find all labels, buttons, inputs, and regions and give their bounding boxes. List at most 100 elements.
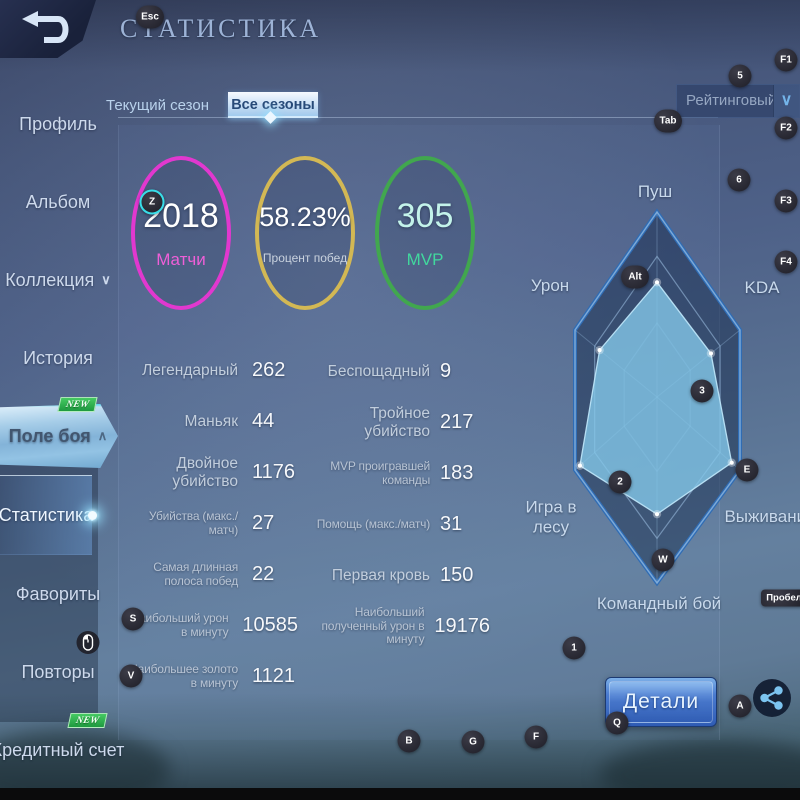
- stat-value: 19176: [434, 615, 490, 637]
- stat-value: 1176: [252, 461, 296, 483]
- share-button[interactable]: [752, 678, 792, 718]
- back-arrow-icon: [22, 11, 69, 43]
- key-hint-B: B: [397, 729, 421, 753]
- new-badge: NEW: [67, 713, 108, 728]
- stat-label: Наибольшее золото в минуту: [129, 661, 238, 690]
- sidebar-item-label: Альбом: [25, 191, 91, 212]
- key-hint-F: F: [524, 725, 548, 749]
- stat-value: 27: [252, 512, 275, 534]
- tab-current-season[interactable]: Текущий сезон: [106, 97, 210, 114]
- stat-row: Двойное убийство 1176: [128, 447, 298, 498]
- radar-axis-label-teamfight: Командный бой: [596, 594, 722, 614]
- stat-value: 262: [252, 359, 286, 381]
- stat-row: Беспощадный 9: [300, 346, 490, 397]
- sidebar-item-7[interactable]: Повторы: [0, 633, 116, 711]
- sidebar-item-0[interactable]: Профиль: [0, 85, 116, 163]
- stat-label: Помощь (макс./матч): [316, 516, 430, 531]
- share-icon: [753, 679, 791, 717]
- key-hint-1: 1: [562, 636, 586, 660]
- stat-value: 217: [440, 411, 474, 433]
- key-hint-6: 6: [727, 168, 751, 192]
- stat-value: 44: [252, 410, 275, 432]
- key-hint-E: E: [735, 458, 759, 482]
- sidebar-item-3[interactable]: История: [0, 319, 116, 397]
- radar-axis-label-damage: Урон: [530, 276, 570, 296]
- stat-label: Первая кровь: [331, 566, 430, 584]
- chevron-up-icon: ∧: [97, 428, 108, 443]
- stat-row: Наибольший полученный урон в минуту 19176: [300, 601, 490, 652]
- stats-column-right: Беспощадный 9 Тройное убийство 217 MVP проиг…: [300, 346, 490, 652]
- sidebar: Профиль Альбом Коллекция ∨ История Поле боя ∧ N…: [0, 85, 124, 800]
- sidebar-item-label: Фавориты: [15, 583, 101, 604]
- sidebar-item-label: История: [23, 347, 93, 368]
- summary-circle-label: Матчи: [156, 249, 206, 269]
- mode-dropdown[interactable]: Рейтинговый ∨: [676, 84, 800, 118]
- stat-label: Маньяк: [184, 412, 238, 430]
- chevron-down-icon[interactable]: ∨: [773, 85, 799, 117]
- stat-row: MVP проигравшей команды 183: [300, 448, 490, 499]
- stat-row: Наибольшее золото в минуту 1121: [128, 651, 298, 702]
- stat-value: 9: [440, 360, 452, 382]
- sidebar-item-label: Кредитный счет: [0, 739, 125, 760]
- key-hint-Z: Z: [139, 189, 165, 215]
- stat-row: Самая длинная полоса побед 22: [128, 549, 298, 600]
- radar-axis-label-jungle: Игра в лесу: [525, 497, 577, 536]
- key-hint-Q: Q: [605, 711, 629, 735]
- sidebar-item-8[interactable]: Кредитный счет NEW: [0, 711, 124, 789]
- stat-label: Убийства (макс./матч): [148, 508, 238, 537]
- stat-label: Наибольший полученный урон в минуту: [321, 604, 425, 647]
- summary-circle-value: 305: [396, 196, 454, 235]
- key-hint-5: 5: [728, 64, 752, 88]
- sidebar-item-4[interactable]: Поле боя ∧ NEW: [0, 397, 118, 475]
- summary-circle-label: Процент побед: [262, 250, 348, 265]
- sidebar-banner-background: [0, 404, 118, 468]
- sidebar-item-label: Коллекция: [5, 269, 95, 290]
- stat-row: Первая кровь 150: [300, 550, 490, 601]
- key-hint-S: S: [121, 607, 145, 631]
- stats-column-left: Легендарный 262 Маньяк 44 Двойное убийство 11…: [128, 345, 298, 702]
- key-hint-V: V: [119, 664, 143, 688]
- key-hint-Tab: Tab: [654, 109, 682, 133]
- sidebar-item-label: Статистика: [0, 504, 94, 525]
- key-hint-Esc: Esc: [136, 5, 164, 29]
- sidebar-item-label: Профиль: [19, 113, 97, 134]
- stat-value: 22: [252, 563, 275, 585]
- key-hint-G: G: [461, 730, 485, 754]
- key-hint-F3: F3: [774, 189, 798, 213]
- stat-row: Легендарный 262: [128, 345, 298, 396]
- back-button[interactable]: [0, 0, 96, 58]
- key-hint-F1: F1: [774, 48, 798, 72]
- radar-axis-label-kda: KDA: [744, 278, 780, 298]
- summary-circle-2: 305 MVP: [375, 156, 475, 310]
- stat-value: 183: [440, 462, 474, 484]
- stat-row: Наибольший урон в минуту 10585: [128, 600, 298, 651]
- tab-all-seasons[interactable]: Все сезоны: [228, 92, 318, 118]
- stat-row: Тройное убийство 217: [300, 397, 490, 448]
- sidebar-item-6[interactable]: Фавориты: [0, 555, 116, 633]
- stat-value: 150: [440, 564, 474, 586]
- tab-underline: [118, 117, 718, 118]
- stat-label: MVP проигравшей команды: [330, 458, 430, 487]
- sidebar-item-label: Повторы: [21, 661, 95, 682]
- stat-value: 31: [440, 513, 463, 535]
- key-hint-A: A: [728, 694, 752, 718]
- stat-label: Тройное убийство: [364, 404, 430, 440]
- stat-value: 10585: [242, 614, 298, 636]
- key-hint-Пробел: Пробел: [761, 589, 800, 607]
- stat-label: Наибольший урон в минуту: [130, 610, 229, 639]
- key-hint-F4: F4: [774, 250, 798, 274]
- sidebar-item-2[interactable]: Коллекция ∨: [0, 241, 116, 319]
- summary-circle-label: MVP: [406, 249, 444, 269]
- key-hint-F2: F2: [774, 116, 798, 140]
- stat-row: Маньяк 44: [128, 396, 298, 447]
- sidebar-item-5[interactable]: Статистика: [0, 475, 97, 555]
- mode-dropdown-value: Рейтинговый: [686, 92, 773, 109]
- stat-label: Беспощадный: [327, 362, 430, 380]
- radar-axis-label-survival: Выживание: [724, 507, 800, 527]
- stat-row: Убийства (макс./матч) 27: [128, 498, 298, 549]
- stat-row: Помощь (макс./матч) 31: [300, 499, 490, 550]
- selected-glow-dot: [88, 511, 97, 520]
- sidebar-item-1[interactable]: Альбом: [0, 163, 116, 241]
- new-badge: NEW: [57, 397, 98, 412]
